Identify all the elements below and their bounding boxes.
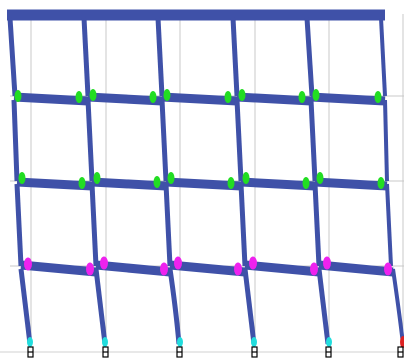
column [385,183,393,267]
beam [236,92,312,106]
hinge-io-marker[interactable] [75,91,83,103]
hinge-io-marker[interactable] [78,177,86,189]
hinge-io-marker[interactable] [302,177,310,189]
beam [95,260,171,277]
column [81,17,91,97]
beam [87,92,163,106]
column [316,268,331,345]
column [238,183,248,267]
hinge-ls-marker[interactable] [234,262,242,276]
hinges-io-floor-2 [18,172,385,189]
hinge-io-marker[interactable] [14,90,22,102]
hinge-ls-marker[interactable] [323,256,331,270]
column [230,17,240,97]
pin-support-icon [251,346,258,358]
pin-support-icon [102,346,109,358]
hinge-cp-marker[interactable] [251,337,257,347]
pin-support-icon [325,346,332,358]
hinge-io-marker[interactable] [312,89,320,101]
hinge-cp-marker[interactable] [27,337,33,347]
pin-support-icon [397,346,404,358]
column [163,183,173,267]
column [11,99,20,182]
pin-support-icon [27,346,34,358]
beam [91,177,167,191]
beam [240,177,316,191]
column [85,99,95,182]
beam [310,92,386,106]
hinges-ls-floor-1 [24,256,392,276]
column [89,183,99,267]
column [304,17,315,97]
hinge-io-marker[interactable] [224,91,232,103]
beam [318,260,394,277]
hinge-io-marker[interactable] [374,91,382,103]
beam [161,92,238,106]
hinge-io-marker[interactable] [167,172,175,184]
hinge-io-marker[interactable] [153,176,161,188]
column [14,183,24,267]
hinge-io-marker[interactable] [18,172,26,184]
hinge-io-marker[interactable] [93,172,101,184]
beam [244,260,320,277]
hinge-ls-marker[interactable] [249,256,257,270]
column [155,17,165,97]
hinge-io-marker[interactable] [227,177,235,189]
hinge-ls-marker[interactable] [100,256,108,270]
column [7,17,18,97]
beam [169,260,246,277]
beam [20,260,97,277]
column [167,268,182,345]
hinge-ls-marker[interactable] [24,257,32,271]
hinge-io-marker[interactable] [242,172,250,184]
column [234,99,244,182]
column [383,99,389,182]
hinge-cp-marker[interactable] [102,337,108,347]
hinge-io-marker[interactable] [298,91,306,103]
deformed-members [7,9,404,345]
hinge-cp-marker[interactable] [177,337,183,347]
column [159,99,169,182]
column [308,99,318,182]
hinge-io-marker[interactable] [163,89,171,101]
column [312,183,322,267]
column [379,17,387,97]
hinge-ls-marker[interactable] [86,262,94,276]
beam [314,177,388,191]
hinge-ls-marker[interactable] [384,262,392,276]
hinge-io-marker[interactable] [89,89,97,101]
hinge-ls-marker[interactable] [174,256,182,270]
hinge-io-marker[interactable] [316,172,324,184]
hinge-io-marker[interactable] [238,89,246,101]
hinge-collapse-marker[interactable] [400,336,404,348]
supports [27,346,404,358]
hinge-cp-marker[interactable] [326,337,332,347]
hinge-io-marker[interactable] [377,177,385,189]
hinges-io-floor-3 [14,89,382,103]
hinge-ls-marker[interactable] [310,262,318,276]
beam [13,92,89,106]
hinge-io-marker[interactable] [149,91,157,103]
hinge-ls-marker[interactable] [160,262,168,276]
hinges-base [27,337,332,347]
pin-support-icon [176,346,183,358]
